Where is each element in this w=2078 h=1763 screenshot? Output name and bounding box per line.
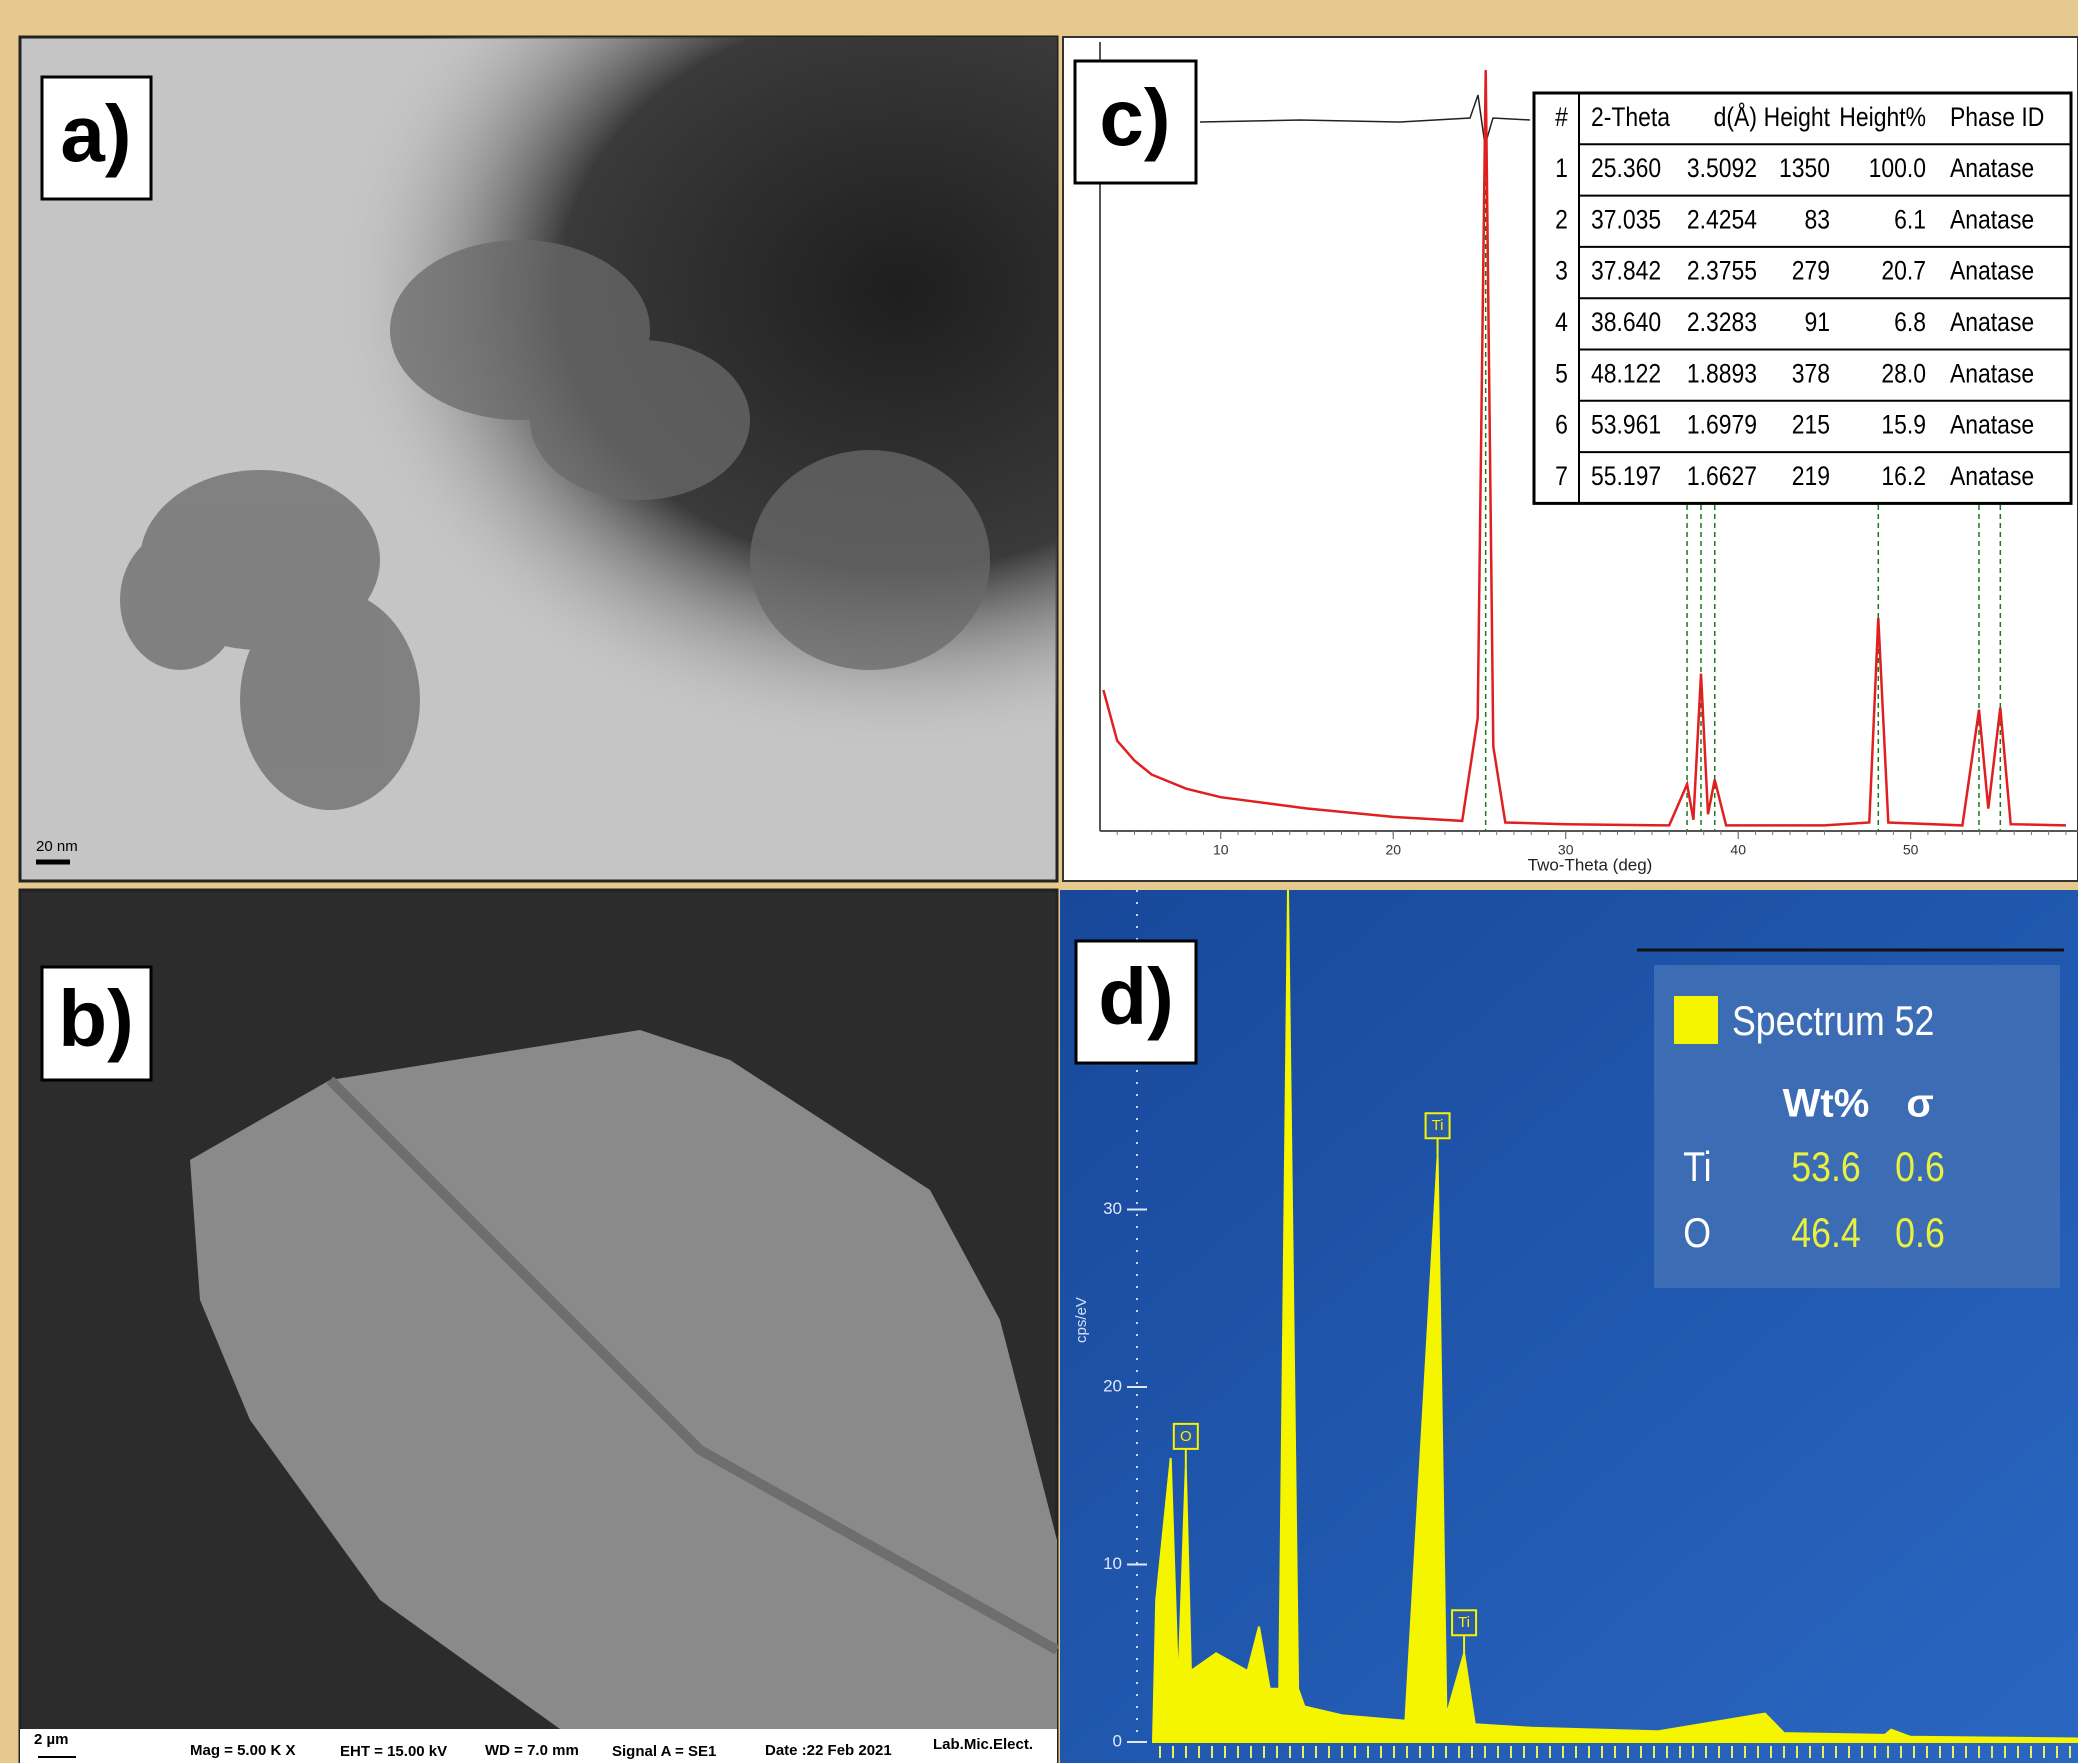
table-cell: 20.7 — [1881, 256, 1926, 286]
table-cell: 6.8 — [1894, 307, 1926, 337]
table-cell: 1.6979 — [1687, 410, 1757, 440]
table-cell: Anatase — [1950, 461, 2034, 491]
table-cell: 1.6627 — [1687, 461, 1757, 491]
table-cell: 215 — [1792, 410, 1830, 440]
table-header: Height — [1764, 102, 1830, 132]
y-tick-label: 20 — [1103, 1376, 1122, 1395]
table-cell: 7 — [1555, 461, 1568, 491]
table-cell: 28.0 — [1881, 359, 1926, 389]
x-tick-label: 10 — [1213, 842, 1229, 858]
table-element: Ti — [1683, 1144, 1711, 1190]
table-header: # — [1555, 102, 1568, 132]
table-cell: 100.0 — [1869, 153, 1926, 183]
panel-label: c) — [1099, 73, 1170, 162]
y-tick-label: 30 — [1103, 1199, 1122, 1218]
scale-bar-label: 2 µm — [34, 1731, 69, 1748]
table-value: 53.6 — [1791, 1144, 1860, 1190]
table-cell: 4 — [1555, 307, 1568, 337]
table-cell: 1350 — [1779, 153, 1830, 183]
panel-label: d) — [1098, 952, 1174, 1041]
table-cell: Anatase — [1950, 256, 2034, 286]
table-cell: 2.3283 — [1687, 307, 1757, 337]
table-header: Phase ID — [1950, 102, 2044, 132]
table-cell: 53.961 — [1591, 410, 1661, 440]
figure: 1020304050Two-Theta (deg)0102030cps/eVOT… — [0, 0, 2078, 1763]
table-cell: 3 — [1555, 256, 1568, 286]
table-cell: Anatase — [1950, 307, 2034, 337]
y-tick-label: 0 — [1113, 1731, 1122, 1750]
table-cell: 37.842 — [1591, 256, 1661, 286]
sem-info: Lab.Mic.Elect. — [933, 1736, 1033, 1753]
x-tick-label: 40 — [1730, 842, 1746, 858]
table-element: O — [1683, 1210, 1711, 1256]
y-axis-label: cps/eV — [1073, 1297, 1090, 1343]
scale-bar-label: 20 nm — [36, 838, 78, 855]
table-value: 0.6 — [1895, 1210, 1945, 1256]
x-tick-label: 20 — [1385, 842, 1401, 858]
table-cell: 3.5092 — [1687, 153, 1757, 183]
x-tick-label: 50 — [1903, 842, 1919, 858]
table-cell: 1 — [1555, 153, 1568, 183]
annotation: Ti — [1458, 1614, 1470, 1631]
table-cell: 25.360 — [1591, 153, 1661, 183]
panel-label: b) — [58, 974, 134, 1063]
table-cell: 2.4254 — [1687, 205, 1757, 235]
sem-image — [20, 890, 1057, 1763]
sem-info: EHT = 15.00 kV — [340, 1743, 447, 1760]
sem-info: Date :22 Feb 2021 — [765, 1742, 892, 1759]
table-header: Wt% — [1783, 1082, 1870, 1126]
table-cell: 15.9 — [1881, 410, 1926, 440]
annotation: Ti — [1432, 1117, 1444, 1134]
sem-info: Mag = 5.00 K X — [190, 1742, 295, 1759]
table-cell: 279 — [1792, 256, 1830, 286]
table-cell: Anatase — [1950, 410, 2034, 440]
sem-info: WD = 7.0 mm — [485, 1742, 579, 1759]
table-cell: Anatase — [1950, 153, 2034, 183]
table-cell: 6.1 — [1894, 205, 1926, 235]
table-cell: 38.640 — [1591, 307, 1661, 337]
table-cell: 2.3755 — [1687, 256, 1757, 286]
table-cell: 37.035 — [1591, 205, 1661, 235]
table-cell: 83 — [1804, 205, 1830, 235]
table-header: σ — [1906, 1082, 1933, 1126]
table-value: 0.6 — [1895, 1144, 1945, 1190]
table-header: 2-Theta — [1591, 102, 1670, 132]
legend-swatch — [1674, 996, 1718, 1044]
table-cell: 219 — [1792, 461, 1830, 491]
annotation: O — [1180, 1428, 1192, 1445]
table-header: Height% — [1839, 102, 1926, 132]
table-cell: Anatase — [1950, 359, 2034, 389]
table-cell: 1.8893 — [1687, 359, 1757, 389]
table-value: 46.4 — [1791, 1210, 1860, 1256]
table-cell: 378 — [1792, 359, 1830, 389]
table-header: d(Å) — [1714, 100, 1757, 132]
table-cell: 5 — [1555, 359, 1568, 389]
table-cell: 48.122 — [1591, 359, 1661, 389]
table-cell: 6 — [1555, 410, 1568, 440]
table-cell: 91 — [1804, 307, 1830, 337]
table-cell: 16.2 — [1881, 461, 1926, 491]
y-tick-label: 10 — [1103, 1554, 1122, 1573]
sem-info: Signal A = SE1 — [612, 1743, 716, 1760]
spectrum-name: Spectrum 52 — [1732, 998, 1934, 1044]
panel-label: a) — [60, 89, 131, 178]
table-cell: Anatase — [1950, 205, 2034, 235]
table-cell: 2 — [1555, 205, 1568, 235]
x-axis-label: Two-Theta (deg) — [1528, 855, 1653, 874]
table-cell: 55.197 — [1591, 461, 1661, 491]
tem-image — [20, 37, 1057, 881]
